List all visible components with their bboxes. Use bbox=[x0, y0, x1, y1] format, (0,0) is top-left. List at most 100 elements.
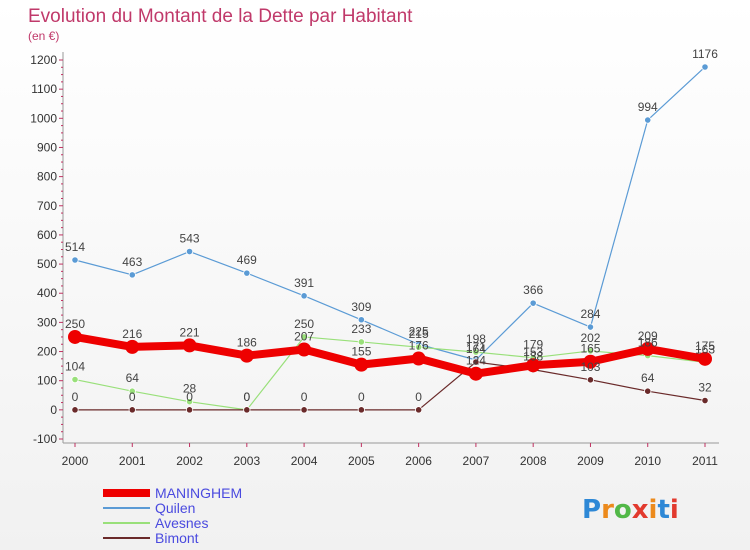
data-label: 250 bbox=[65, 317, 85, 331]
data-label: 216 bbox=[122, 327, 142, 341]
data-label: 0 bbox=[301, 390, 308, 404]
data-label: 64 bbox=[126, 371, 140, 385]
x-tick-label: 2008 bbox=[520, 454, 547, 468]
data-label: 0 bbox=[415, 390, 422, 404]
series-avesnes bbox=[71, 333, 709, 414]
data-label: 138 bbox=[523, 350, 543, 364]
data-label: 198 bbox=[466, 332, 486, 346]
data-point bbox=[701, 396, 709, 405]
data-label: 202 bbox=[580, 331, 600, 345]
x-tick-label: 2007 bbox=[463, 454, 490, 468]
data-point bbox=[583, 354, 598, 369]
y-tick-label: 0 bbox=[50, 403, 57, 417]
data-point bbox=[586, 323, 595, 331]
y-tick-label: 100 bbox=[37, 374, 57, 388]
y-tick-label: 700 bbox=[37, 199, 57, 213]
data-point bbox=[586, 347, 595, 355]
data-point bbox=[472, 358, 480, 366]
data-label: 155 bbox=[351, 345, 371, 359]
data-point bbox=[128, 387, 136, 395]
data-label: 0 bbox=[358, 390, 365, 404]
data-label: 0 bbox=[186, 390, 193, 404]
data-label: 186 bbox=[237, 336, 257, 350]
data-label: 233 bbox=[351, 322, 371, 336]
x-tick-label: 2003 bbox=[233, 454, 260, 468]
y-tick-label: 300 bbox=[37, 315, 57, 329]
data-label: 104 bbox=[65, 360, 85, 374]
data-point bbox=[640, 341, 655, 356]
data-label: 171 bbox=[466, 340, 486, 354]
data-label: 0 bbox=[243, 390, 250, 404]
data-label: 0 bbox=[243, 390, 250, 404]
data-label: 391 bbox=[294, 276, 314, 290]
legend-label: Bimont bbox=[155, 530, 199, 546]
y-tick-label: 800 bbox=[37, 170, 57, 184]
x-tick-label: 2004 bbox=[291, 454, 318, 468]
data-label: 463 bbox=[122, 255, 142, 269]
series-line bbox=[74, 361, 706, 411]
data-point bbox=[300, 333, 308, 341]
y-tick-label: -100 bbox=[33, 432, 57, 446]
x-tick-label: 2005 bbox=[348, 454, 375, 468]
data-point bbox=[644, 116, 652, 124]
y-tick-label: 500 bbox=[37, 257, 57, 271]
data-label: 469 bbox=[237, 253, 257, 267]
data-label: 153 bbox=[523, 345, 543, 359]
data-label: 209 bbox=[638, 329, 658, 343]
series-maninghem bbox=[68, 329, 712, 381]
series-line bbox=[71, 332, 709, 378]
data-point bbox=[71, 406, 79, 414]
series-line bbox=[74, 336, 706, 411]
series-quilen bbox=[71, 63, 709, 364]
data-label: 250 bbox=[294, 317, 314, 331]
data-label: 103 bbox=[580, 360, 600, 374]
data-label: 186 bbox=[638, 336, 658, 350]
y-tick-label: 1100 bbox=[31, 82, 57, 96]
x-tick-label: 2010 bbox=[634, 454, 661, 468]
logo-text: Proxiti bbox=[582, 495, 679, 525]
data-point bbox=[71, 375, 79, 384]
data-point bbox=[243, 406, 251, 414]
data-label: 164 bbox=[466, 342, 486, 356]
legend-label: Avesnes bbox=[155, 515, 208, 531]
data-label: 543 bbox=[180, 232, 200, 246]
data-point bbox=[529, 299, 537, 307]
data-point bbox=[243, 269, 251, 277]
data-point bbox=[357, 316, 365, 324]
y-tick-label: 600 bbox=[37, 228, 57, 242]
data-label: 207 bbox=[294, 329, 314, 343]
data-point bbox=[68, 329, 82, 344]
x-tick-label: 2000 bbox=[62, 454, 89, 468]
data-label: 28 bbox=[183, 382, 197, 396]
data-label: 175 bbox=[695, 339, 715, 353]
data-point bbox=[71, 256, 79, 264]
data-label: 64 bbox=[641, 371, 655, 385]
data-label: 221 bbox=[180, 325, 200, 339]
data-labels: 250 216 221 186 207 155 176 124 153 165 209 175 514 4… bbox=[65, 47, 718, 404]
data-point bbox=[128, 406, 136, 414]
data-label: 124 bbox=[466, 354, 486, 368]
x-tick-label: 2001 bbox=[119, 454, 146, 468]
series-line bbox=[74, 66, 706, 361]
data-point bbox=[698, 351, 712, 366]
data-label: 0 bbox=[72, 390, 79, 404]
legend-label: Quilen bbox=[155, 500, 195, 516]
data-point bbox=[297, 342, 312, 357]
y-tick-label: 200 bbox=[37, 345, 57, 359]
data-point bbox=[185, 247, 194, 256]
data-label: 163 bbox=[695, 342, 715, 356]
chart-subtitle: (en €) bbox=[28, 29, 59, 43]
data-point bbox=[415, 406, 423, 414]
y-tick-label: 1200 bbox=[30, 53, 57, 67]
data-point bbox=[468, 366, 483, 381]
data-label: 165 bbox=[580, 342, 600, 356]
data-label: 1176 bbox=[692, 47, 718, 61]
data-point bbox=[357, 338, 365, 346]
y-tick-label: 900 bbox=[37, 140, 57, 154]
data-point bbox=[185, 406, 194, 414]
data-point bbox=[526, 358, 541, 373]
data-label: 215 bbox=[409, 327, 429, 341]
data-label: 284 bbox=[580, 307, 600, 321]
